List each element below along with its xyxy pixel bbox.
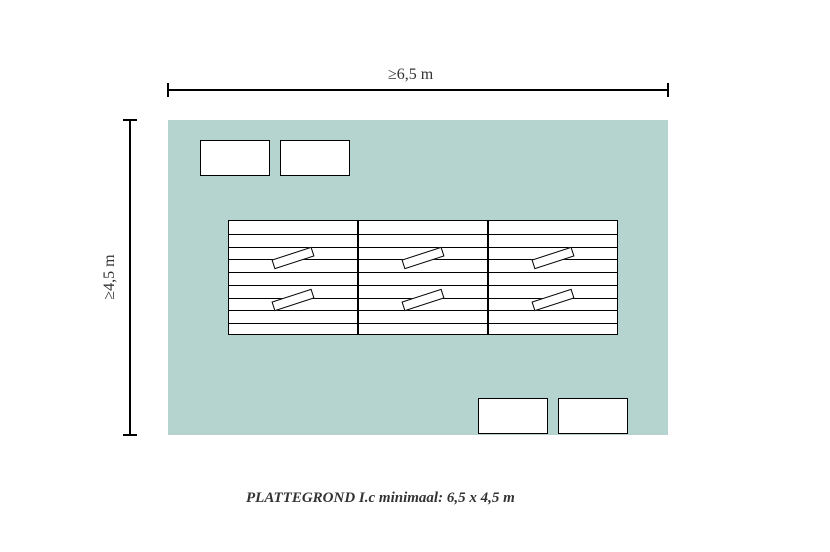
table-slat: [229, 247, 357, 248]
table-slat: [229, 285, 357, 286]
bottom-box: [478, 398, 548, 434]
table-slat: [229, 323, 357, 324]
top-box: [200, 140, 270, 176]
dim-top-cap-right: [667, 83, 669, 97]
table-slat: [359, 310, 487, 311]
dim-left-cap-bottom: [123, 434, 137, 436]
table-slat: [489, 323, 617, 324]
table-slat: [359, 272, 487, 273]
table-slat: [229, 272, 357, 273]
table-slat: [489, 310, 617, 311]
top-box: [280, 140, 350, 176]
dim-top-line: [168, 89, 668, 91]
table-slat: [489, 272, 617, 273]
bottom-box: [558, 398, 628, 434]
table-slat: [489, 247, 617, 248]
caption: PLATTEGROND I.c minimaal: 6,5 x 4,5 m: [246, 490, 515, 507]
table-slat: [489, 285, 617, 286]
dim-left-line: [129, 120, 131, 435]
table-slat: [229, 234, 357, 235]
table-slat: [359, 247, 487, 248]
dim-top-label: ≥6,5 m: [388, 66, 433, 84]
dim-top-cap-left: [167, 83, 169, 97]
table-slat: [359, 323, 487, 324]
dim-left-label: ≥4,5 m: [101, 247, 119, 307]
table-unit: [228, 220, 358, 335]
table-slat: [229, 310, 357, 311]
table-slat: [359, 285, 487, 286]
table-unit: [358, 220, 488, 335]
table-slat: [359, 234, 487, 235]
dim-left-cap-top: [123, 119, 137, 121]
table-slat: [489, 234, 617, 235]
table-unit: [488, 220, 618, 335]
